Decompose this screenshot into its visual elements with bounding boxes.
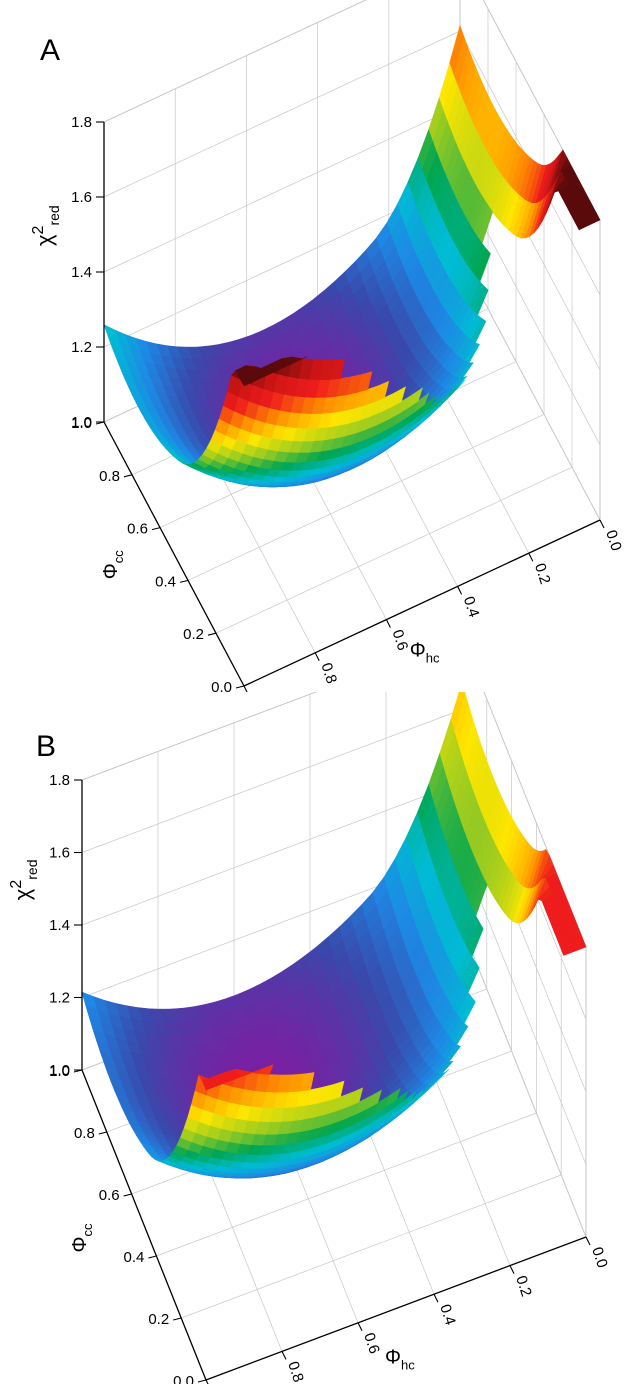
- y-tick-b: [197, 1379, 207, 1383]
- surface-b: [81, 692, 587, 1179]
- surface-plot-b-svg: 1.00.80.60.40.20.00.00.20.40.60.81.01.01…: [8, 692, 611, 1384]
- y-tick-label-a: 0.2: [183, 626, 204, 643]
- x-tick-label-b: 0.8: [284, 1359, 307, 1384]
- y-tick-label-b: 0.0: [173, 1373, 194, 1384]
- z-tick-label-b: 1.4: [49, 917, 70, 934]
- x-tick-label-a: 0.4: [460, 594, 483, 619]
- floor-grid-y-a: [187, 414, 545, 581]
- y-tick-b: [148, 1255, 157, 1259]
- floor-grid-y-b: [181, 1174, 562, 1319]
- x-tick-label-b: 0.4: [436, 1302, 459, 1327]
- x-axis-title-b: Φhc: [385, 1346, 415, 1372]
- x-tick-a: [457, 586, 463, 595]
- x-tick-b: [509, 1265, 515, 1274]
- y-tick-b: [98, 1131, 107, 1135]
- y-tick-label-b: 0.6: [99, 1187, 120, 1204]
- z-tick-label-b: 1.6: [49, 845, 70, 862]
- y-tick-label-b: 0.2: [148, 1311, 169, 1328]
- floor-grid-y-b: [156, 1112, 537, 1257]
- y-tick-a: [151, 527, 161, 531]
- x-tick-b: [281, 1351, 287, 1360]
- surface-patch-b: [559, 941, 576, 956]
- z-tick-label-a: 1.4: [71, 264, 92, 281]
- z-axis-title-a: χ2red: [30, 205, 62, 246]
- y-tick-a: [123, 474, 133, 478]
- y-axis-title-a: Φcc: [100, 550, 126, 579]
- z-tick-label-a: 1.2: [71, 339, 92, 356]
- x-tick-label-b: 0.6: [360, 1331, 383, 1356]
- x-tick-a: [528, 552, 534, 562]
- x-axis-line-b: [205, 1236, 587, 1381]
- x-axis-line-a: [243, 519, 601, 687]
- axes-b: 1.00.80.60.40.20.00.00.20.40.60.81.01.01…: [8, 772, 611, 1384]
- y-tick-b: [123, 1193, 132, 1197]
- axes-a: 1.00.80.60.40.20.00.00.20.40.60.81.01.01…: [30, 114, 625, 692]
- surface-plot-a-svg: 1.00.80.60.40.20.00.00.20.40.60.81.01.01…: [30, 0, 625, 692]
- panel-label-b: B: [36, 730, 56, 763]
- x-tick-b: [433, 1293, 439, 1303]
- y-tick-label-a: 0.4: [155, 573, 176, 590]
- z-tick-label-b: 1.2: [49, 990, 70, 1007]
- x-tick-label-b: 0.0: [588, 1245, 611, 1270]
- y-tick-label-a: 0.6: [127, 521, 148, 538]
- x-tick-b: [585, 1236, 591, 1246]
- wall-grid-z-a: [103, 0, 601, 221]
- z-tick-label-a: 1.8: [71, 114, 92, 131]
- surface-patch-b: [202, 1076, 218, 1091]
- x-tick-label-a: 0.8: [317, 661, 340, 686]
- surface-plot-a: 1.00.80.60.40.20.00.00.20.40.60.81.01.01…: [30, 0, 625, 692]
- x-tick-b: [205, 1379, 209, 1384]
- y-tick-label-a: 0.8: [99, 468, 120, 485]
- x-tick-label-a: 0.0: [602, 528, 625, 553]
- x-tick-a: [243, 685, 248, 692]
- wall-grid-z-b: [81, 692, 587, 948]
- y-tick-label-a: 0.0: [211, 679, 232, 692]
- y-tick-a: [179, 579, 189, 583]
- z-tick-label-a: 1.6: [71, 189, 92, 206]
- y-tick-b: [173, 1317, 182, 1321]
- z-tick-label-b: 1.8: [49, 772, 70, 789]
- panel-label-a: A: [40, 34, 60, 67]
- y-tick-label-b: 0.8: [74, 1125, 95, 1142]
- z-tick-label-a: 1.0: [71, 414, 92, 431]
- y-tick-label-b: 1.0: [49, 1063, 70, 1080]
- y-axis-line-b: [81, 1069, 207, 1381]
- x-tick-label-a: 0.6: [389, 628, 412, 653]
- surface-plot-b: 1.00.80.60.40.20.00.00.20.40.60.81.01.01…: [0, 692, 628, 1384]
- x-tick-label-b: 0.2: [512, 1274, 535, 1299]
- z-tick-label-b: 1.0: [49, 1062, 70, 1079]
- y-tick-label-b: 0.4: [124, 1249, 145, 1266]
- x-tick-a: [385, 619, 391, 628]
- surface-patch-a: [239, 373, 255, 387]
- y-axis-line-a: [103, 421, 245, 687]
- y-tick-a: [207, 632, 217, 636]
- x-tick-a: [314, 652, 320, 662]
- y-tick-a: [235, 685, 245, 689]
- surface-patch-a: [574, 216, 590, 231]
- x-tick-a: [599, 519, 605, 529]
- y-axis-title-b: Φcc: [69, 1223, 95, 1252]
- z-axis-title-b: χ2red: [8, 859, 40, 900]
- x-tick-b: [357, 1322, 363, 1332]
- x-axis-title-a: Φhc: [410, 640, 440, 666]
- floor-grid-y-a: [215, 466, 573, 634]
- y-tick-label-a: 1.0: [71, 415, 92, 432]
- x-tick-label-a: 0.2: [531, 561, 554, 586]
- surface-a: [103, 24, 601, 488]
